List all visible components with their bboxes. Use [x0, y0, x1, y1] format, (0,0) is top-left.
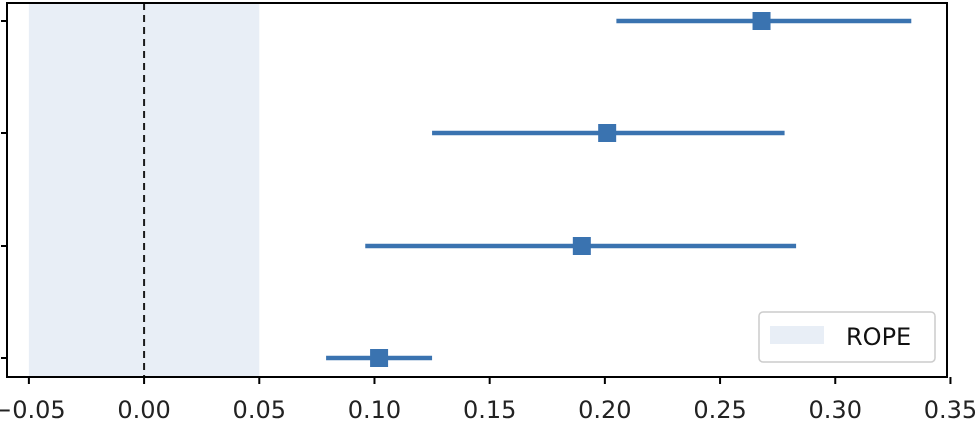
legend-rope-label: ROPE	[846, 323, 911, 351]
estimate-marker-1	[752, 12, 771, 30]
estimate-marker-2	[598, 124, 617, 142]
estimate-marker-3	[572, 237, 591, 255]
x-tick-label-8: 0.35	[924, 396, 976, 424]
legend-rope-swatch	[770, 326, 824, 344]
x-tick-label-4: 0.15	[463, 396, 516, 424]
x-tick-label-3: 0.10	[348, 396, 401, 424]
x-tick-label-2: 0.05	[233, 396, 286, 424]
x-tick-label-1: 0.00	[117, 396, 170, 424]
x-tick-label-5: 0.20	[578, 396, 631, 424]
estimate-marker-4	[370, 349, 389, 367]
x-tick-label-7: 0.30	[809, 396, 862, 424]
plot-frame	[6, 2, 948, 378]
x-tick-label-6: 0.25	[693, 396, 746, 424]
x-axis: −0.05 0.00 0.05 0.10 0.15 0.20 0.25 0.30 0.35	[0, 377, 976, 424]
legend-box	[758, 311, 936, 363]
estimate-layer	[326, 12, 912, 367]
x-tick-label-0: −0.05	[0, 396, 66, 424]
legend: ROPE	[758, 311, 936, 363]
